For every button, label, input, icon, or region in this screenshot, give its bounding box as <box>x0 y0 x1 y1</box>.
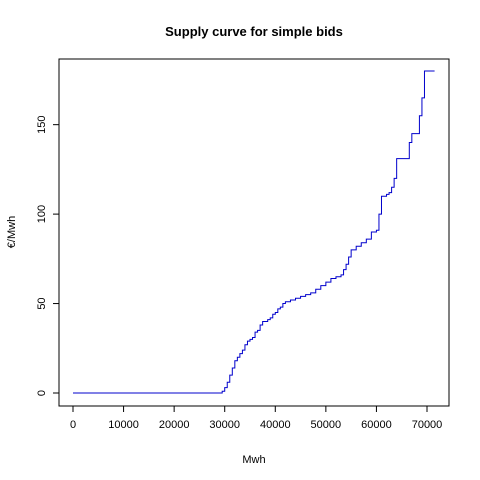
supply-curve-line <box>73 70 435 394</box>
plot-frame <box>58 58 450 407</box>
x-tick-label: 70000 <box>412 419 443 431</box>
y-tick-label: 150 <box>36 115 48 133</box>
x-tick-label: 30000 <box>209 419 240 431</box>
x-axis-label: Mwh <box>242 454 265 466</box>
x-tick-label: 60000 <box>361 419 392 431</box>
x-tick-label: 40000 <box>260 419 291 431</box>
y-axis-label: €/Mwh <box>6 216 18 248</box>
series-layer <box>73 70 435 394</box>
x-tick-label: 20000 <box>159 419 190 431</box>
x-axis: 0 10000 20000 30000 40000 50000 60000 70000 <box>70 405 443 431</box>
chart-title: Supply curve for simple bids <box>165 24 343 39</box>
y-tick-label: 50 <box>36 297 48 309</box>
x-tick-label: 50000 <box>311 419 342 431</box>
y-tick-label: 0 <box>36 390 48 396</box>
x-tick-label: 0 <box>70 419 76 431</box>
y-tick-label: 100 <box>36 205 48 223</box>
y-axis: 0 50 100 150 <box>36 115 60 396</box>
x-tick-label: 10000 <box>108 419 139 431</box>
